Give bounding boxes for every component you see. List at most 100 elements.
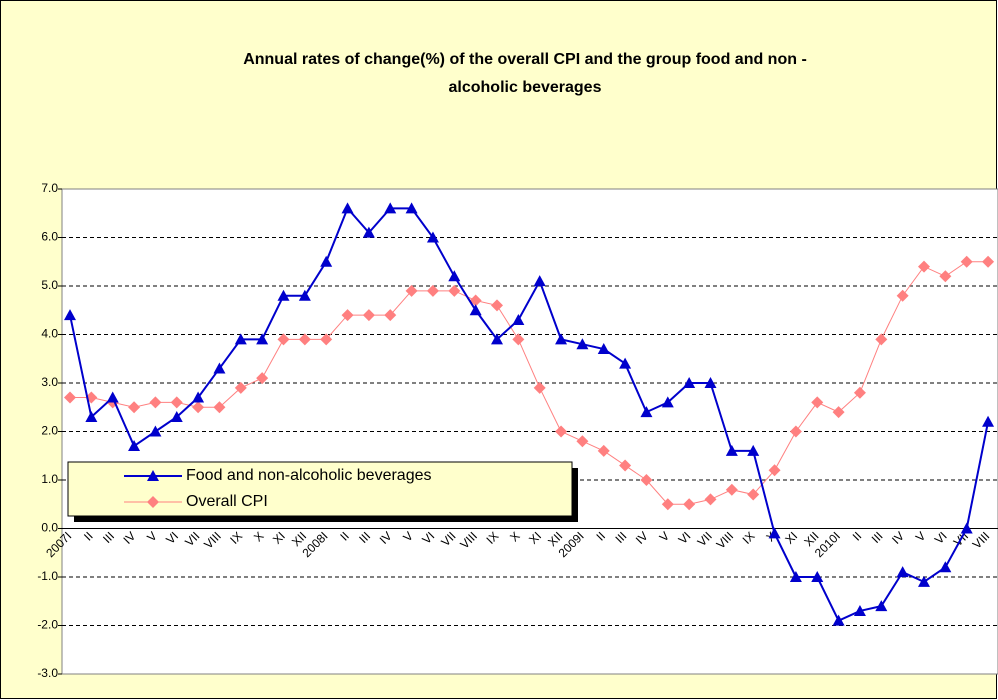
y-tick-label: 4.0 xyxy=(41,327,58,341)
data-point xyxy=(298,333,311,346)
data-point xyxy=(170,410,183,422)
data-point xyxy=(298,289,311,301)
data-point xyxy=(170,396,183,409)
y-tick-label: 5.0 xyxy=(41,278,58,292)
chart-title: alcoholic beverages xyxy=(449,79,602,96)
data-point xyxy=(597,444,610,457)
data-point xyxy=(448,270,461,282)
data-point xyxy=(768,464,781,477)
data-point xyxy=(469,294,482,307)
data-point xyxy=(896,566,909,578)
data-point xyxy=(832,614,845,626)
data-point xyxy=(960,255,973,268)
y-tick-label: 3.0 xyxy=(41,375,58,389)
legend-marker xyxy=(147,470,159,481)
data-point xyxy=(213,401,226,414)
data-point xyxy=(555,333,568,345)
data-point xyxy=(939,561,952,573)
data-point xyxy=(576,435,589,448)
data-point xyxy=(982,415,995,427)
legend-label: Food and non-alcoholic beverages xyxy=(186,467,432,484)
data-point xyxy=(725,483,738,496)
data-point xyxy=(491,333,503,345)
data-point xyxy=(533,275,546,287)
data-point xyxy=(384,309,397,322)
data-point xyxy=(619,357,632,369)
y-tick-label: 0.0 xyxy=(41,521,58,535)
data-point xyxy=(789,571,802,582)
data-point xyxy=(789,425,802,438)
chart-title: Annual rates of change(%) of the overall… xyxy=(243,51,807,68)
data-point xyxy=(64,391,76,404)
data-point xyxy=(362,309,375,322)
data-point xyxy=(256,372,269,385)
data-point xyxy=(320,255,333,267)
data-point xyxy=(426,231,439,243)
data-point xyxy=(811,396,824,409)
data-point xyxy=(597,343,610,355)
data-point xyxy=(661,498,674,511)
y-tick-label: -3.0 xyxy=(37,666,58,680)
data-point xyxy=(747,488,760,501)
data-point xyxy=(256,333,269,345)
y-tick-label: 1.0 xyxy=(41,472,58,486)
data-point xyxy=(192,401,205,414)
data-point xyxy=(853,604,866,616)
data-point xyxy=(149,396,162,409)
series-line xyxy=(69,206,990,622)
data-point xyxy=(426,284,439,297)
data-point xyxy=(85,410,98,422)
data-point xyxy=(106,391,119,403)
data-point xyxy=(362,226,375,238)
y-tick-label: -1.0 xyxy=(37,569,58,583)
data-point xyxy=(192,391,205,403)
data-point xyxy=(277,289,290,301)
data-point xyxy=(918,260,930,273)
data-point xyxy=(469,304,482,316)
data-point xyxy=(918,575,930,587)
data-point xyxy=(640,406,653,418)
data-point xyxy=(683,498,696,511)
data-point xyxy=(683,377,696,388)
data-point xyxy=(320,333,333,346)
data-point xyxy=(960,522,973,534)
data-point xyxy=(234,381,247,394)
data-point xyxy=(512,333,525,346)
legend-marker xyxy=(147,496,159,508)
data-point xyxy=(982,255,995,268)
data-point xyxy=(491,299,503,312)
data-point xyxy=(640,474,653,486)
data-point xyxy=(64,309,76,321)
y-tick-label: 7.0 xyxy=(41,181,58,195)
data-point xyxy=(853,386,866,399)
data-point xyxy=(875,333,888,346)
data-point xyxy=(341,202,354,214)
data-point xyxy=(555,425,568,438)
data-point xyxy=(576,338,589,350)
legend-label: Overall CPI xyxy=(186,493,268,510)
data-point xyxy=(405,202,418,214)
data-point xyxy=(213,362,226,374)
data-point xyxy=(448,284,461,297)
y-tick-label: -2.0 xyxy=(37,618,58,632)
data-point xyxy=(875,600,888,612)
data-point xyxy=(384,202,397,214)
data-point xyxy=(747,444,760,456)
data-point xyxy=(811,571,824,582)
data-point xyxy=(832,406,845,419)
data-point xyxy=(533,381,546,394)
data-point xyxy=(405,284,418,297)
data-point xyxy=(149,425,162,437)
data-point xyxy=(234,333,247,345)
y-tick-label: 2.0 xyxy=(41,424,58,438)
data-point xyxy=(939,270,952,283)
data-point xyxy=(512,313,525,325)
data-point xyxy=(341,309,354,322)
data-point xyxy=(896,289,909,302)
y-tick-label: 6.0 xyxy=(41,230,58,244)
data-point xyxy=(704,493,717,506)
data-point xyxy=(704,377,717,388)
data-point xyxy=(661,396,674,408)
data-point xyxy=(725,444,738,456)
